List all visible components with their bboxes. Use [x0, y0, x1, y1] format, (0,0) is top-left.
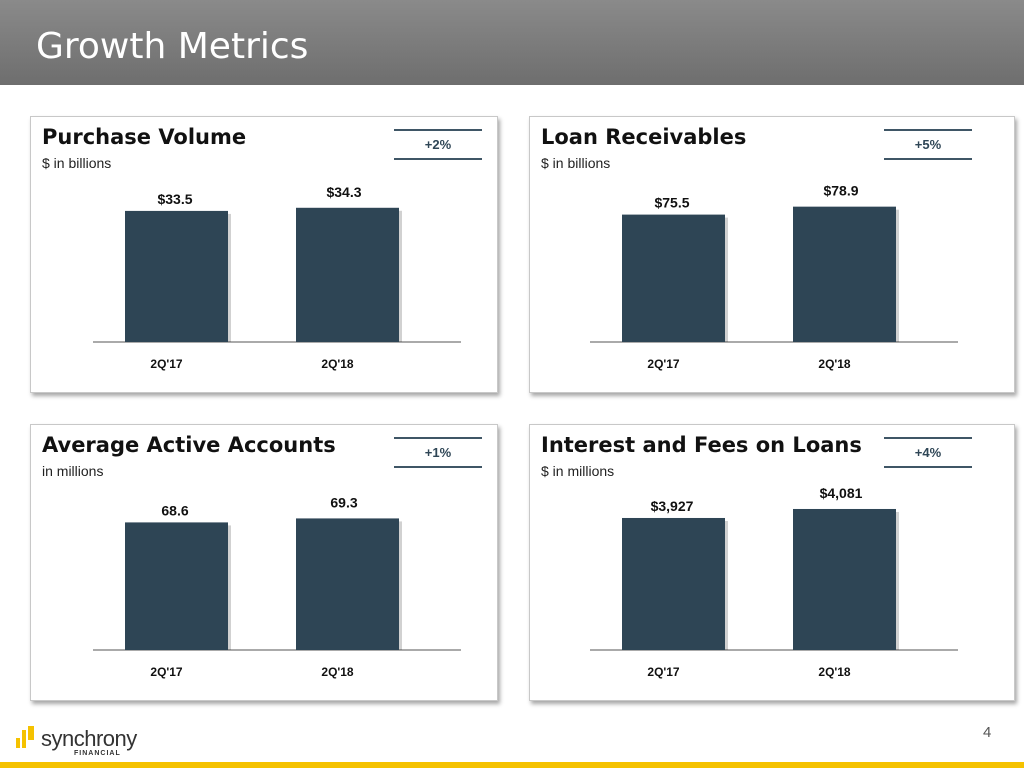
change-badge: +5%	[884, 129, 972, 160]
data-label: 68.6	[161, 502, 188, 518]
bar-chart: $75.5 2Q'17 $78.9 2Q'18	[590, 183, 958, 371]
page-title: Growth Metrics	[36, 26, 309, 67]
footer-accent-bar	[0, 762, 1024, 768]
data-label: $75.5	[654, 195, 689, 211]
chart-panel-interest-and-fees: Interest and Fees on Loans $ in millions…	[529, 424, 1015, 701]
bar	[125, 522, 228, 650]
x-tick-label: 2Q'17	[150, 357, 183, 371]
bar-chart: $33.5 2Q'17 $34.3 2Q'18	[93, 184, 461, 371]
bar	[622, 517, 725, 650]
bar	[296, 207, 399, 342]
x-tick-label: 2Q'17	[647, 665, 680, 679]
chart-panel-average-active-accounts: Average Active Accounts in millions +1% …	[30, 424, 498, 701]
x-tick-label: 2Q'17	[150, 665, 183, 679]
change-badge: +1%	[394, 437, 482, 468]
x-tick-label: 2Q'18	[321, 665, 354, 679]
chart-panel-loan-receivables: Loan Receivables $ in billions +5% $75.5…	[529, 116, 1015, 393]
logo-subtext: FINANCIAL	[74, 750, 121, 757]
change-badge: +4%	[884, 437, 972, 468]
chart-title: Purchase Volume	[42, 125, 247, 149]
page-number: 4	[983, 724, 992, 741]
data-label: $33.5	[157, 191, 192, 207]
data-label: $34.3	[326, 184, 361, 200]
x-tick-label: 2Q'18	[818, 665, 851, 679]
x-tick-label: 2Q'17	[647, 357, 680, 371]
data-label: $78.9	[823, 183, 858, 199]
chart-subtitle: in millions	[42, 463, 104, 479]
chart-title: Average Active Accounts	[42, 433, 336, 457]
slide-header: Growth Metrics	[0, 0, 1024, 85]
x-tick-label: 2Q'18	[321, 357, 354, 371]
bar	[125, 210, 228, 342]
x-tick-label: 2Q'18	[818, 357, 851, 371]
bar	[622, 214, 725, 342]
chart-subtitle: $ in billions	[42, 155, 112, 171]
bar	[296, 518, 399, 650]
bar	[793, 206, 896, 342]
data-label: $4,081	[820, 485, 863, 501]
change-badge: +2%	[394, 129, 482, 160]
chart-title: Loan Receivables	[541, 125, 747, 149]
bar-chart: 68.6 2Q'17 69.3 2Q'18	[93, 494, 461, 679]
bar	[793, 508, 896, 650]
logo-text: synchrony	[41, 726, 137, 751]
chart-subtitle: $ in millions	[541, 463, 615, 479]
data-label: 69.3	[330, 494, 357, 510]
chart-title: Interest and Fees on Loans	[541, 433, 862, 457]
data-label: $3,927	[651, 498, 694, 514]
chart-subtitle: $ in billions	[541, 155, 611, 171]
chart-panel-purchase-volume: Purchase Volume $ in billions +2% $33.5 2…	[30, 116, 498, 393]
bar-chart: $3,927 2Q'17 $4,081 2Q'18	[590, 485, 958, 679]
